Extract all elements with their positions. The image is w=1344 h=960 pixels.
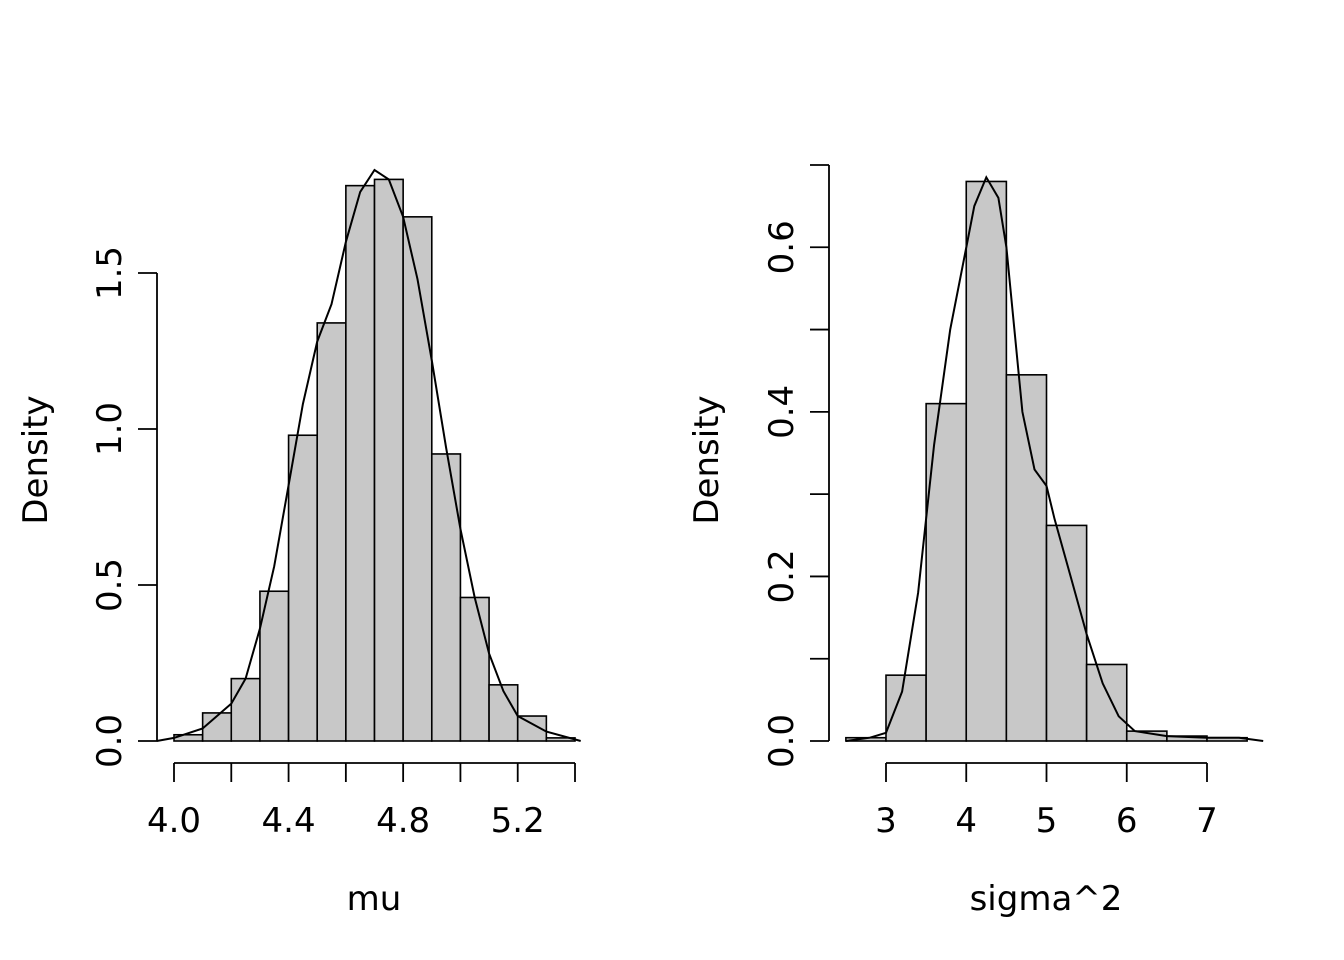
x-tick-label: 4.8 <box>376 801 430 841</box>
x-tick-label: 4.4 <box>262 801 316 841</box>
histogram-bar <box>402 216 433 742</box>
y-tick-label: 1.5 <box>90 246 130 300</box>
histogram-bar <box>230 677 261 742</box>
sigma2-histogram-panel: 3 4 5 6 7 0.0 0.2 0.4 0.6 sigma^2 Density <box>687 164 1264 919</box>
y-tick-label: 0.4 <box>762 385 802 439</box>
y-axis-title: Density <box>16 395 56 524</box>
histogram-bar <box>1085 663 1128 742</box>
y-tick-label: 0.0 <box>90 714 130 768</box>
x-tick-label: 4 <box>955 801 977 841</box>
x-axis-title: sigma^2 <box>970 879 1123 919</box>
histogram-bar <box>259 590 290 742</box>
histogram-bar <box>965 180 1008 742</box>
y-tick-label: 0.5 <box>90 558 130 612</box>
histogram-bar <box>345 184 376 742</box>
density-curve <box>845 175 1264 742</box>
histogram-bar <box>316 322 347 742</box>
x-axis-title: mu <box>347 879 402 919</box>
histogram-bar <box>885 674 927 742</box>
y-tick-label: 0.6 <box>762 220 802 274</box>
histogram-bar <box>430 453 462 742</box>
histogram-bar <box>373 178 404 742</box>
y-axis-title: Density <box>687 395 727 524</box>
histogram-bar <box>488 684 519 742</box>
x-tick-label: 7 <box>1196 801 1218 841</box>
histogram-bar <box>459 596 490 742</box>
x-tick-label: 3 <box>875 801 897 841</box>
x-tick-label: 4.0 <box>147 801 201 841</box>
mu-histogram-panel: 4.0 4.4 4.8 5.2 0.0 0.5 1.0 1.5 mu Density <box>16 168 581 919</box>
y-tick-label: 0.0 <box>762 714 802 768</box>
x-tick-label: 6 <box>1116 801 1138 841</box>
histogram-bar <box>1045 524 1088 742</box>
y-tick-label: 0.2 <box>762 549 802 603</box>
y-tick-label: 1.0 <box>90 402 130 456</box>
histogram-bar <box>287 434 319 742</box>
density-curve <box>156 168 581 742</box>
x-tick-label: 5.2 <box>491 801 545 841</box>
x-tick-label: 5 <box>1036 801 1058 841</box>
